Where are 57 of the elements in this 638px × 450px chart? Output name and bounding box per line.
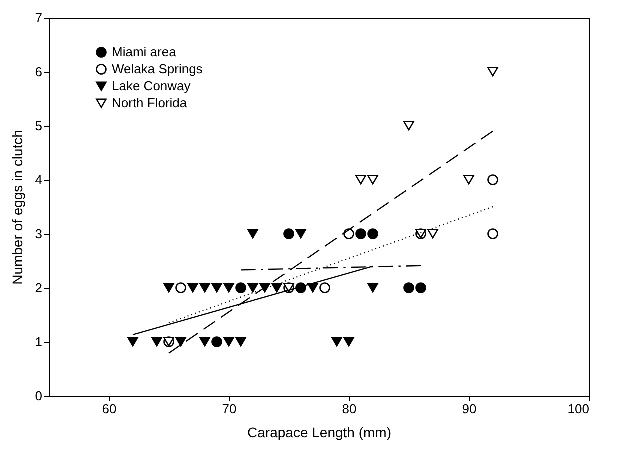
point [416,282,426,294]
point [404,121,414,131]
point [188,283,198,293]
point [368,175,378,185]
x-tick-label: 70 [222,402,237,416]
point [404,282,414,294]
point [224,337,234,347]
point [236,337,246,347]
y-tick-label: 6 [35,64,42,80]
point [428,229,438,239]
x-tick-label: 90 [462,402,477,416]
point [248,229,258,239]
y-tick-label: 4 [35,172,42,188]
point [368,283,378,293]
point [212,336,222,348]
point [464,175,474,185]
legend-label: Welaka Springs [112,62,204,76]
y-tick-label: 1 [35,334,42,350]
point [296,282,306,294]
x-axis-title: Carapace Length (mm) [248,424,392,440]
y-tick-label: 0 [35,388,42,404]
point [200,283,210,293]
y-axis-title: Number of eggs in clutch [9,130,26,285]
point [308,283,318,293]
legend-label: Lake Conway [112,78,192,94]
point [356,228,366,240]
point [260,283,270,293]
point [200,337,210,347]
point [236,282,246,294]
point [368,228,378,240]
point [224,283,234,293]
point [248,283,258,293]
y-tick-label: 5 [35,118,42,134]
point [128,337,138,347]
x-tick-label: 60 [102,402,117,416]
y-tick-label: 7 [35,10,42,26]
y-tick-label: 2 [35,280,42,296]
point [332,337,342,347]
point [212,283,222,293]
point [488,228,498,240]
legend-label: Miami area [112,44,178,60]
point [176,282,186,294]
point [176,337,186,347]
point [284,228,294,240]
x-tick-label: 80 [342,402,357,416]
point [152,337,162,347]
point [164,283,174,293]
point [488,67,498,77]
legend-label: North Florida [112,96,188,110]
point [320,282,330,294]
point [296,229,306,239]
point [356,175,366,185]
x-tick-label: 100 [568,402,590,416]
point [488,174,498,186]
y-tick-label: 3 [35,226,42,242]
point [272,283,282,293]
point [344,337,354,347]
